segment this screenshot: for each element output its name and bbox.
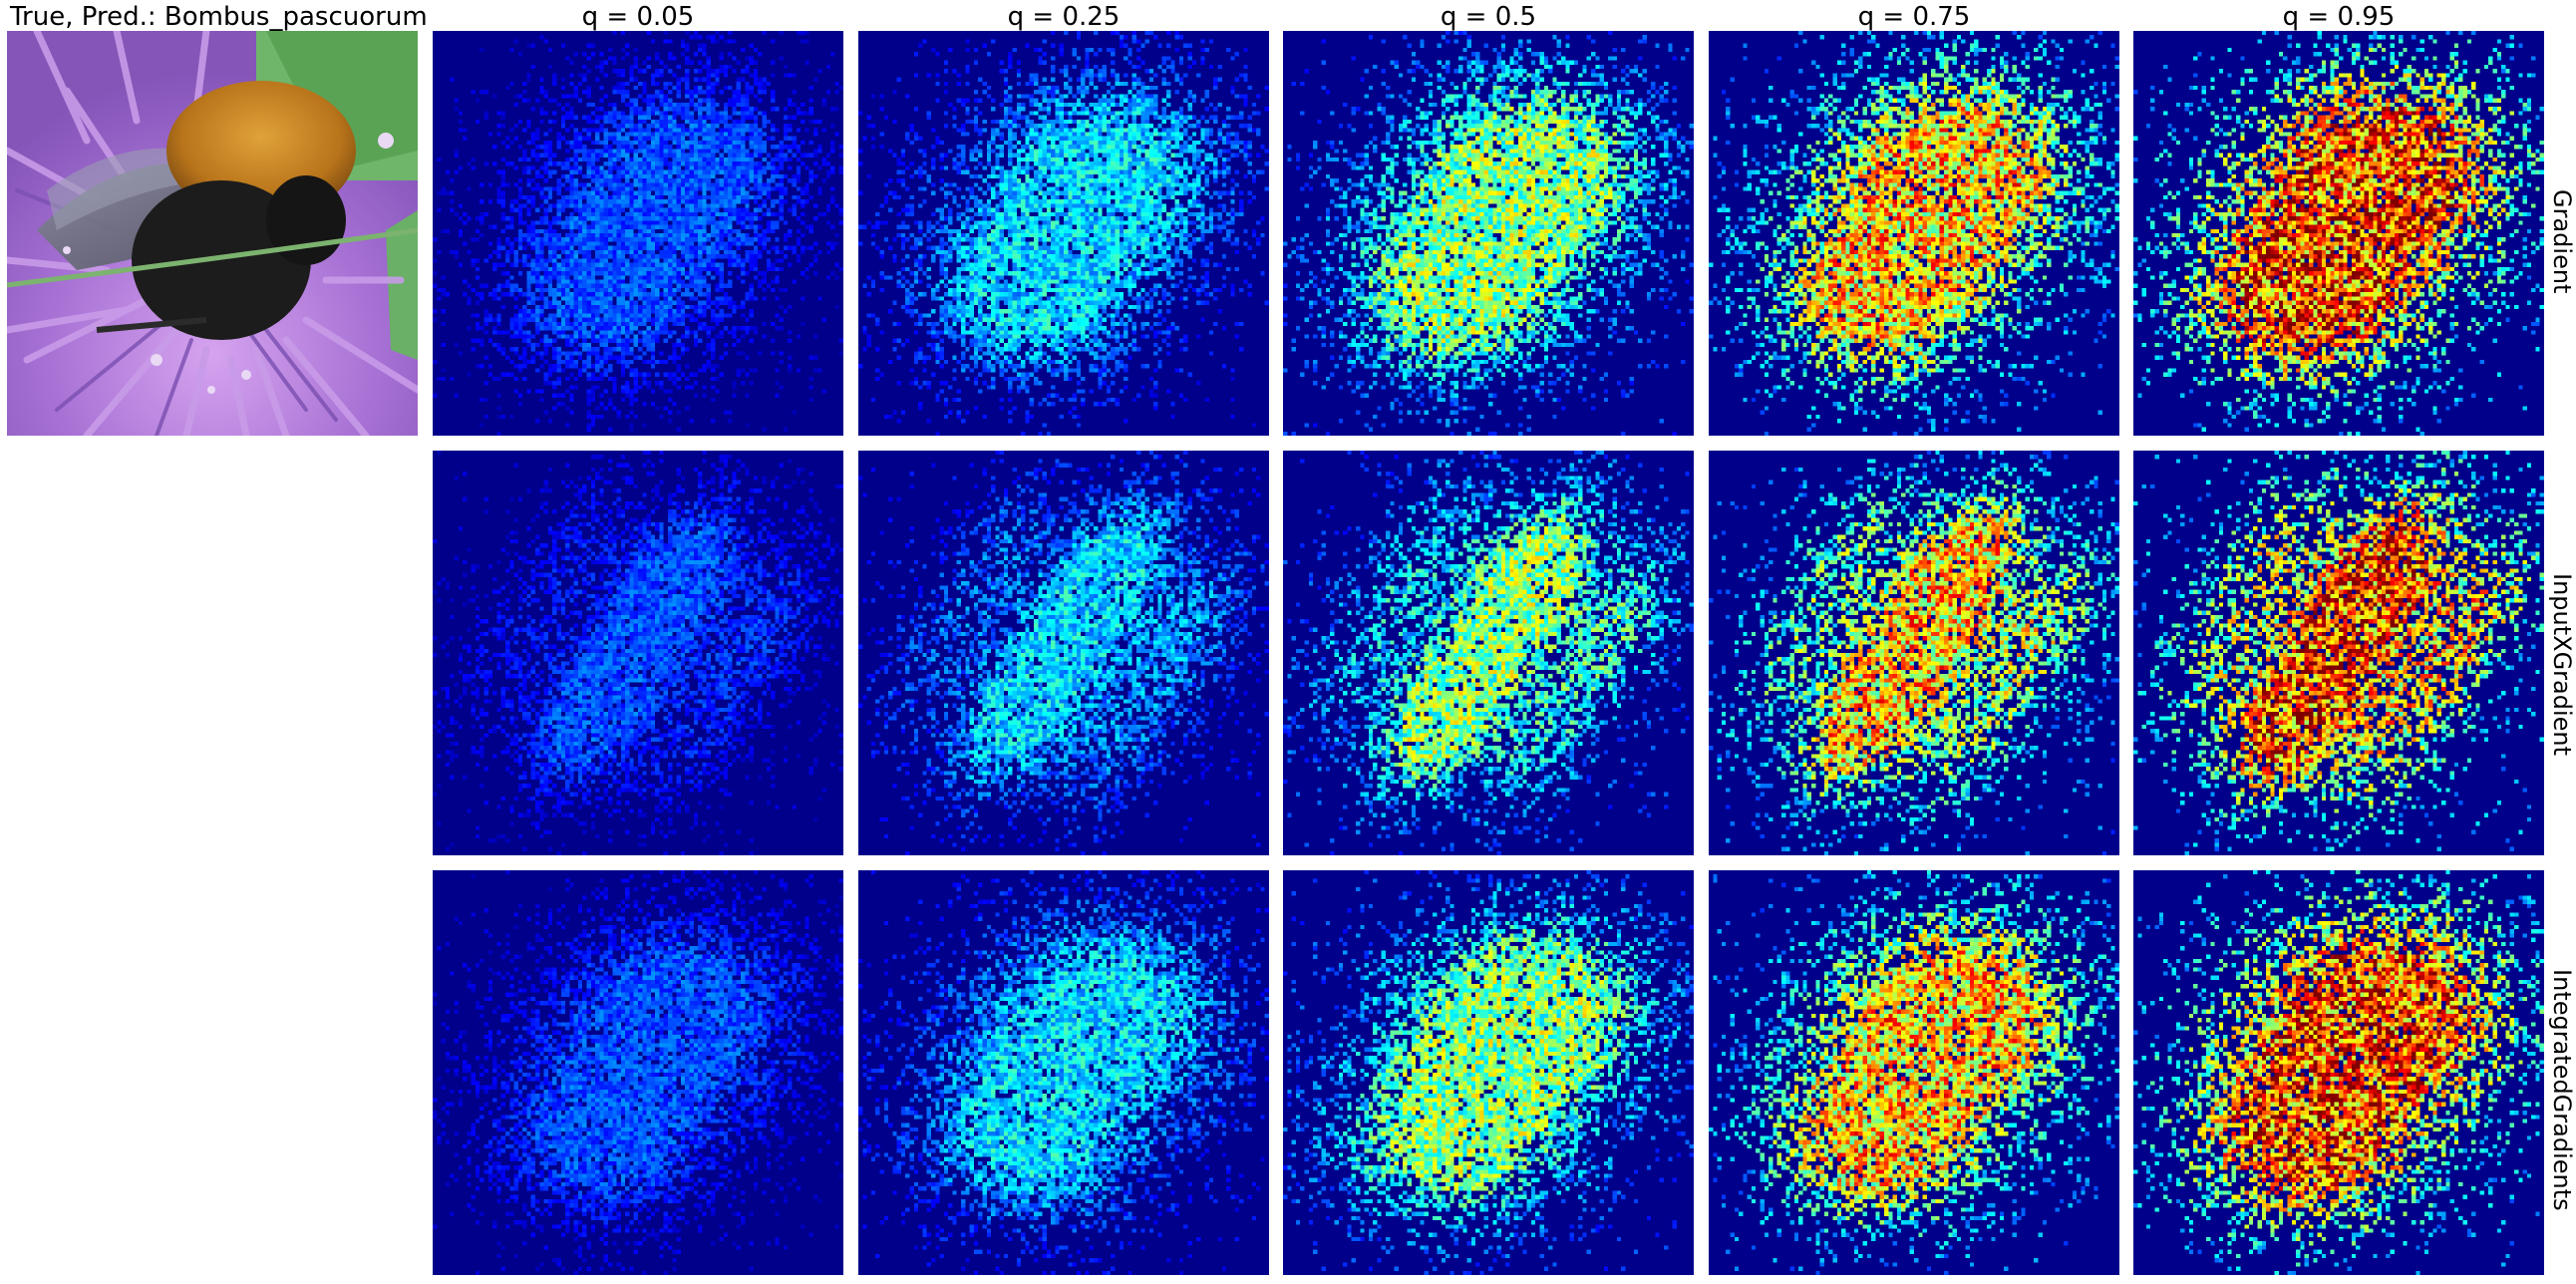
column-title-q005: q = 0.05 — [433, 4, 843, 30]
heatmap-inputxgradient-q025 — [858, 451, 1269, 855]
column-title-q095: q = 0.95 — [2133, 4, 2544, 30]
heatmap-gradient-q05 — [1283, 31, 1694, 436]
input-image — [7, 31, 418, 436]
row-label-integratedgradients: IntegratedGradients — [2548, 969, 2576, 1211]
column-title-q025: q = 0.25 — [858, 4, 1269, 30]
heatmap-gradient-q005 — [433, 31, 843, 436]
heatmap-integratedgradients-q095 — [2133, 870, 2544, 1275]
heatmap-gradient-q095 — [2133, 31, 2544, 436]
column-title-q05: q = 0.5 — [1283, 4, 1694, 30]
heatmap-integratedgradients-q05 — [1283, 870, 1694, 1275]
heatmap-gradient-q025 — [858, 31, 1269, 436]
heatmap-inputxgradient-q05 — [1283, 451, 1694, 855]
heatmap-inputxgradient-q095 — [2133, 451, 2544, 855]
heatmap-integratedgradients-q005 — [433, 870, 843, 1275]
heatmap-integratedgradients-q025 — [858, 870, 1269, 1275]
heatmap-inputxgradient-q075 — [1709, 451, 2119, 855]
heatmap-integratedgradients-q075 — [1709, 870, 2119, 1275]
heatmap-inputxgradient-q005 — [433, 451, 843, 855]
row-label-inputxgradient: InputXGradient — [2548, 573, 2576, 756]
input-image-title: True, Pred.: Bombus_pascuorum — [10, 4, 428, 30]
heatmap-gradient-q075 — [1709, 31, 2119, 436]
column-title-q075: q = 0.75 — [1709, 4, 2119, 30]
row-label-gradient: Gradient — [2548, 189, 2576, 293]
